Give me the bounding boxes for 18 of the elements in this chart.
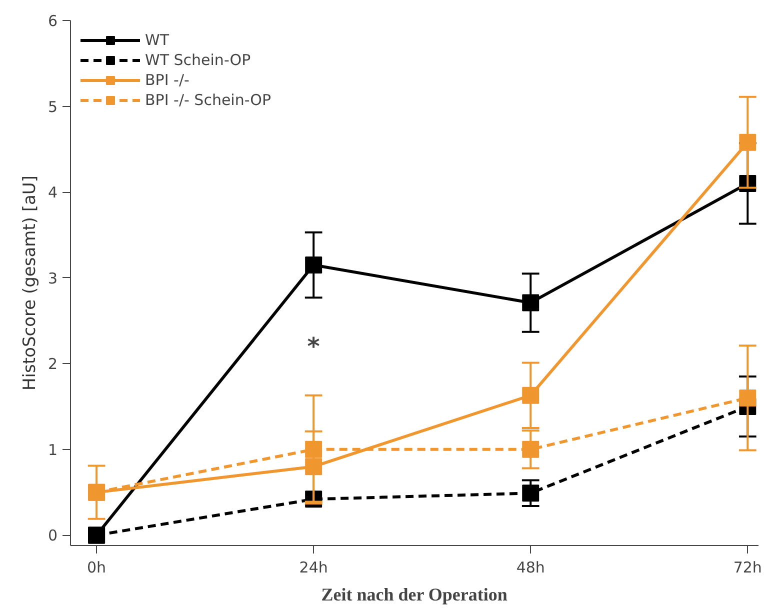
annotation: *	[307, 332, 320, 360]
legend-label: WT	[145, 31, 169, 49]
legend-label: BPI -/-	[145, 71, 190, 89]
y-tick-label: 0	[48, 526, 58, 545]
x-tick-label: 72h	[733, 558, 762, 576]
legend-label: WT Schein-OP	[145, 51, 251, 69]
y-tick-label: 3	[48, 269, 58, 288]
legend-label: BPI -/- Schein-OP	[145, 91, 272, 109]
y-tick-label: 4	[48, 184, 58, 202]
x-tick-label: 24h	[299, 558, 328, 576]
y-tick-label: 1	[48, 440, 58, 459]
y-tick-label: 2	[48, 355, 58, 374]
y-tick-label: 5	[48, 98, 58, 116]
x-axis-title: Zeit nach der Operation	[321, 584, 508, 604]
y-tick-label: 6	[48, 12, 58, 30]
x-tick-label: 48h	[516, 558, 545, 576]
x-tick-label: 0h	[87, 558, 106, 576]
y-axis-title: HistoScore (gesamt) [aU]	[20, 175, 40, 390]
